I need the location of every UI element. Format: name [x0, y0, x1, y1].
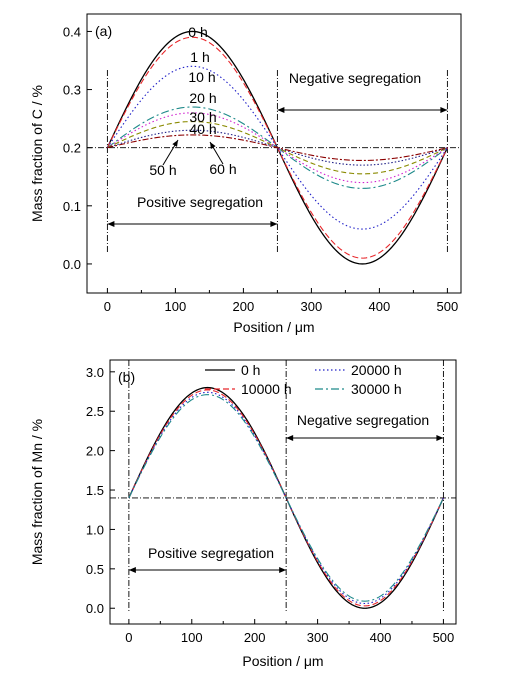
positive-segregation-label: Positive segregation — [148, 545, 274, 561]
y-tick-label: 0.1 — [63, 199, 81, 214]
y-tick-label: 0.5 — [86, 562, 104, 577]
series-line — [128, 389, 444, 607]
x-tick-label: 400 — [370, 630, 392, 645]
curve-label: 50 h — [149, 162, 176, 178]
y-tick-label: 0.3 — [63, 83, 81, 98]
y-axis-label: Mass fraction of C / % — [29, 85, 45, 222]
y-tick-label: 1.5 — [86, 483, 104, 498]
legend-label: 30000 h — [351, 381, 402, 397]
x-axis-label: Position / μm — [242, 653, 323, 669]
x-tick-label: 100 — [165, 299, 187, 314]
legend: 0 h 20000 h 10000 h 30000 h — [205, 362, 402, 397]
positive-segregation-arrow-head-left — [128, 567, 136, 573]
chart-panel-a: 0 100 200 300 400 500 0.0 0.1 0.2 0.3 0.4 Position … — [29, 13, 462, 335]
x-tick-label: 100 — [181, 630, 203, 645]
panel-label: (b) — [118, 369, 135, 385]
plot-frame — [86, 13, 462, 294]
legend-label: 20000 h — [351, 362, 402, 378]
curve-label: 60 h — [209, 161, 236, 177]
series-line — [107, 106, 448, 189]
plot-frame — [109, 359, 457, 625]
positive-segregation-arrow-head-left — [107, 221, 115, 227]
curve-label: 1 h — [190, 49, 209, 65]
negative-segregation-arrow-head-right — [436, 435, 444, 441]
y-tick-label: 0.0 — [63, 257, 81, 272]
y-tick-label: 0.4 — [63, 24, 81, 39]
pointer-arrow-head — [172, 140, 178, 147]
negative-segregation-label: Negative segregation — [289, 70, 421, 86]
y-tick-label: 1.0 — [86, 522, 104, 537]
curve-label: 40 h — [189, 121, 216, 137]
y-axis-label: Mass fraction of Mn / % — [29, 419, 45, 565]
x-tick-label: 200 — [233, 299, 255, 314]
series-line — [128, 394, 444, 602]
series-line — [106, 65, 448, 230]
series-line — [107, 112, 448, 184]
x-tick-label: 200 — [244, 630, 266, 645]
negative-segregation-arrow-head-left — [277, 107, 285, 113]
curve-label: 30 h — [189, 109, 216, 125]
x-tick-label: 400 — [369, 299, 391, 314]
y-tick-label: 0.0 — [86, 601, 104, 616]
y-tick-label: 2.0 — [86, 444, 104, 459]
legend-label: 10000 h — [241, 381, 292, 397]
series-line — [107, 134, 448, 162]
panel-label: (a) — [95, 23, 112, 39]
positive-segregation-arrow-head-right — [270, 221, 278, 227]
curve-label: 20 h — [189, 90, 216, 106]
x-tick-label: 300 — [301, 299, 323, 314]
x-axis-label: Position / μm — [233, 319, 314, 335]
y-tick-label: 3.0 — [86, 365, 104, 380]
x-tick-label: 300 — [307, 630, 329, 645]
chart-panel-b: 0 100 200 300 400 500 0.0 0.5 1.0 1.5 2.0 2.5 3.0 Pos… — [29, 359, 457, 669]
x-tick-label: 500 — [433, 630, 455, 645]
legend-label: 0 h — [241, 362, 260, 378]
x-tick-label: 0 — [104, 299, 111, 314]
positive-segregation-arrow-head-right — [279, 567, 287, 573]
positive-segregation-label: Positive segregation — [137, 194, 263, 210]
x-tick-label: 0 — [125, 630, 132, 645]
y-tick-label: 2.5 — [86, 404, 104, 419]
curve-label: 0 h — [188, 24, 207, 40]
curve-label: 10 h — [188, 69, 215, 85]
x-tick-label: 500 — [437, 299, 459, 314]
negative-segregation-arrow-head-right — [440, 107, 448, 113]
y-tick-label: 0.2 — [63, 141, 81, 156]
negative-segregation-arrow-head-left — [286, 435, 294, 441]
pointer-arrow-head — [210, 142, 216, 149]
negative-segregation-label: Negative segregation — [297, 412, 429, 428]
